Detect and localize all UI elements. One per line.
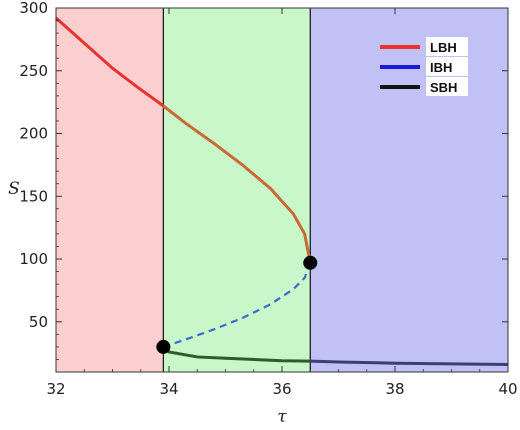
phase-regions	[56, 8, 508, 372]
data-series	[55, 16, 509, 366]
x-tick-label: 36	[272, 380, 291, 398]
legend-label-lbh: LBH	[430, 40, 457, 55]
critical-point-1	[156, 339, 171, 354]
legend-label-bg	[426, 57, 468, 76]
y-tick-label: 250	[19, 62, 48, 80]
x-tick-label: 34	[159, 380, 178, 398]
y-tick-label: 200	[19, 125, 48, 143]
series-ibh-line	[162, 262, 312, 348]
y-tick-label: 100	[19, 250, 48, 268]
y-axis-ticks: 50 100 150 200 250 300	[19, 0, 508, 360]
critical-point-2	[303, 255, 318, 270]
x-axis-ticks: 32 34 36 38 40	[46, 8, 518, 398]
critical-points	[156, 255, 318, 354]
y-axis-label: S	[8, 179, 20, 199]
legend-label-ibh: IBH	[430, 60, 452, 75]
region-lbh	[56, 8, 164, 372]
y-tick-label: 300	[19, 0, 48, 17]
x-tick-label: 38	[385, 380, 404, 398]
series-sbh-line-right	[310, 359, 509, 366]
legend-label-bg	[426, 37, 468, 56]
x-axis-label: τ	[277, 407, 287, 427]
y-tick-label: 50	[29, 313, 48, 331]
legend-label-bg	[426, 77, 468, 96]
y-tick-label: 150	[19, 187, 48, 205]
series-lbh-line-left	[55, 16, 165, 108]
x-tick-label: 40	[498, 380, 517, 398]
region-ibh	[163, 8, 311, 372]
legend-label-sbh: SBH	[430, 80, 457, 95]
phase-boundaries	[162, 8, 311, 372]
x-tick-label: 32	[46, 380, 65, 398]
series-lbh-line-right	[162, 104, 312, 264]
legend: LBH IBH SBH	[380, 37, 468, 96]
